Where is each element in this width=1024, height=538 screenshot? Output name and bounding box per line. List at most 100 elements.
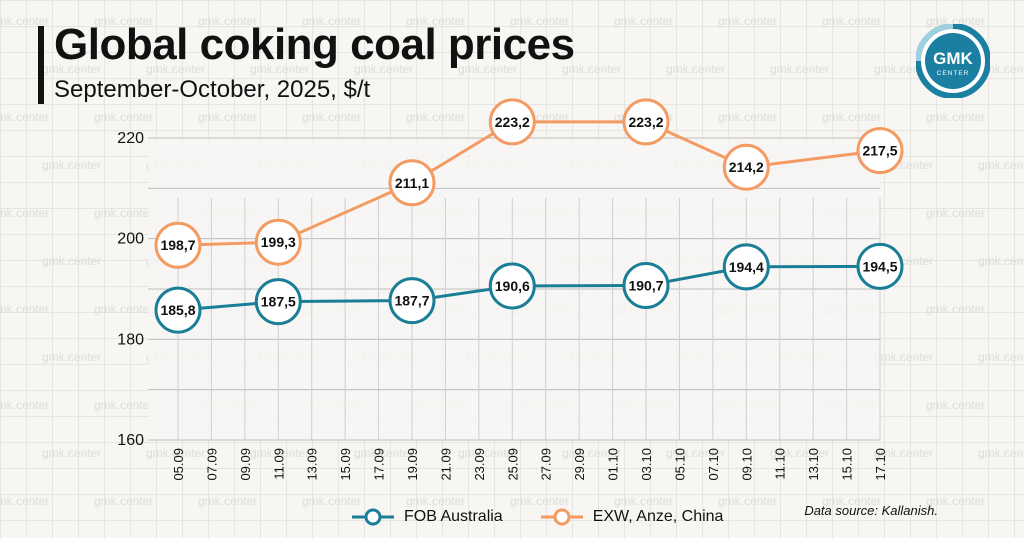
data-label: 187,5: [261, 294, 296, 310]
data-label: 223,2: [628, 114, 663, 130]
watermark-text: gmk.center: [0, 110, 49, 124]
watermark-text: gmk.center: [978, 350, 1024, 364]
title-accent-bar: [38, 26, 44, 104]
x-tick-label: 17.09: [372, 448, 387, 481]
watermark-text: gmk.center: [406, 110, 465, 124]
chart-legend: FOB Australia EXW, Anze, China: [350, 506, 723, 528]
watermark-text: gmk.center: [718, 14, 777, 28]
data-point: [622, 261, 670, 309]
x-tick-label: 13.09: [305, 448, 320, 481]
x-tick-label: 17.10: [873, 448, 888, 481]
watermark-text: gmk.center: [94, 110, 153, 124]
y-tick-label: 220: [117, 130, 144, 147]
data-label: 199,3: [261, 234, 296, 250]
x-tick-label: 01.10: [606, 448, 621, 481]
watermark-text: gmk.center: [926, 398, 985, 412]
gmk-center-logo: GMK CENTER: [916, 24, 990, 98]
watermark-text: gmk.center: [562, 446, 621, 460]
watermark-text: gmk.center: [302, 494, 361, 508]
watermark-text: gmk.center: [42, 350, 101, 364]
watermark-text: gmk.center: [94, 14, 153, 28]
watermark-text: gmk.center: [94, 494, 153, 508]
watermark-text: gmk.center: [978, 254, 1024, 268]
watermark-text: gmk.center: [198, 110, 257, 124]
data-point: [722, 143, 770, 191]
series-fob-australia: 185,8 187,5 187,7 190,6 190,7 194,4 194,5: [154, 242, 904, 334]
series-exw-anze-china: 198,7 199,3 211,1 223,2 223,2 214,2 217,5: [154, 98, 904, 269]
logo-text-main: GMK: [933, 49, 973, 68]
x-tick-label: 13.10: [806, 448, 821, 481]
watermark-text: gmk.center: [822, 110, 881, 124]
legend-item-fob-australia: FOB Australia: [350, 508, 503, 526]
watermark-text: gmk.center: [614, 14, 673, 28]
legend-label-fob-australia: FOB Australia: [404, 508, 503, 525]
watermark-text: gmk.center: [42, 254, 101, 268]
x-tick-label: 09.09: [238, 448, 253, 481]
data-label: 223,2: [495, 114, 530, 130]
data-label: 194,4: [729, 259, 764, 275]
watermark-text: gmk.center: [666, 446, 725, 460]
watermark-text: gmk.center: [458, 62, 517, 76]
watermark-text: gmk.center: [0, 14, 49, 28]
x-tick-label: 21.09: [438, 448, 453, 481]
watermark-text: gmk.center: [146, 62, 205, 76]
watermark-text: gmk.center: [770, 62, 829, 76]
data-point: [254, 218, 302, 266]
x-tick-label: 05.10: [672, 448, 687, 481]
data-point: [388, 159, 436, 207]
watermark-text: gmk.center: [198, 14, 257, 28]
watermark-text: gmk.center: [302, 110, 361, 124]
x-tick-label: 07.09: [204, 448, 219, 481]
watermark-text: gmk.center: [458, 446, 517, 460]
watermark-text: gmk.center: [94, 206, 153, 220]
watermark-text: gmk.center: [0, 398, 49, 412]
data-label: 194,5: [862, 258, 897, 274]
watermark-text: gmk.center: [250, 62, 309, 76]
watermark-text: gmk.center: [354, 446, 413, 460]
watermark-text: gmk.center: [718, 110, 777, 124]
data-label: 190,6: [495, 278, 530, 294]
watermark-text: gmk.center: [510, 494, 569, 508]
y-tick-label: 160: [117, 432, 144, 449]
watermark-text: gmk.center: [0, 494, 49, 508]
watermark-text: gmk.center: [42, 446, 101, 460]
watermark-text: gmk.center: [510, 14, 569, 28]
watermark-text: gmk.center: [94, 398, 153, 412]
data-point: [154, 286, 202, 334]
x-tick-label: 27.09: [539, 448, 554, 481]
x-tick-label: 23.09: [472, 448, 487, 481]
x-tick-label: 07.10: [706, 448, 721, 481]
data-point: [488, 98, 536, 146]
watermark-text: gmk.center: [978, 158, 1024, 172]
watermark-text: gmk.center: [354, 62, 413, 76]
data-label: 185,8: [160, 302, 195, 318]
watermark-text: gmk.center: [146, 446, 205, 460]
data-point: [722, 243, 770, 291]
watermark-text: gmk.center: [926, 206, 985, 220]
data-point: [254, 278, 302, 326]
data-point: [388, 277, 436, 325]
data-point: [154, 221, 202, 269]
watermark-text: gmk.center: [978, 446, 1024, 460]
data-point: [856, 242, 904, 290]
watermark-text: gmk.center: [302, 14, 361, 28]
watermark-text: gmk.center: [926, 110, 985, 124]
x-tick-label: 11.09: [271, 448, 286, 480]
watermark-text: gmk.center: [42, 158, 101, 172]
legend-swatch-fob-icon: [352, 508, 394, 526]
legend-label-exw-anze-china: EXW, Anze, China: [592, 508, 724, 525]
watermark-text: gmk.center: [406, 14, 465, 28]
x-tick-label: 25.09: [505, 448, 520, 481]
watermark-text: gmk.center: [666, 62, 725, 76]
data-source-note: Data source: Kallanish.: [804, 503, 938, 518]
x-tick-label: 15.10: [840, 448, 855, 481]
data-label: 211,1: [395, 175, 429, 191]
data-point: [622, 98, 670, 146]
watermark-text: gmk.center: [42, 62, 101, 76]
watermark-text: gmk.center: [0, 206, 49, 220]
data-label: 198,7: [160, 237, 195, 253]
page-subtitle: September-October, 2025, $/t: [54, 76, 371, 103]
watermark-text: gmk.center: [874, 350, 933, 364]
data-point: [856, 127, 904, 175]
